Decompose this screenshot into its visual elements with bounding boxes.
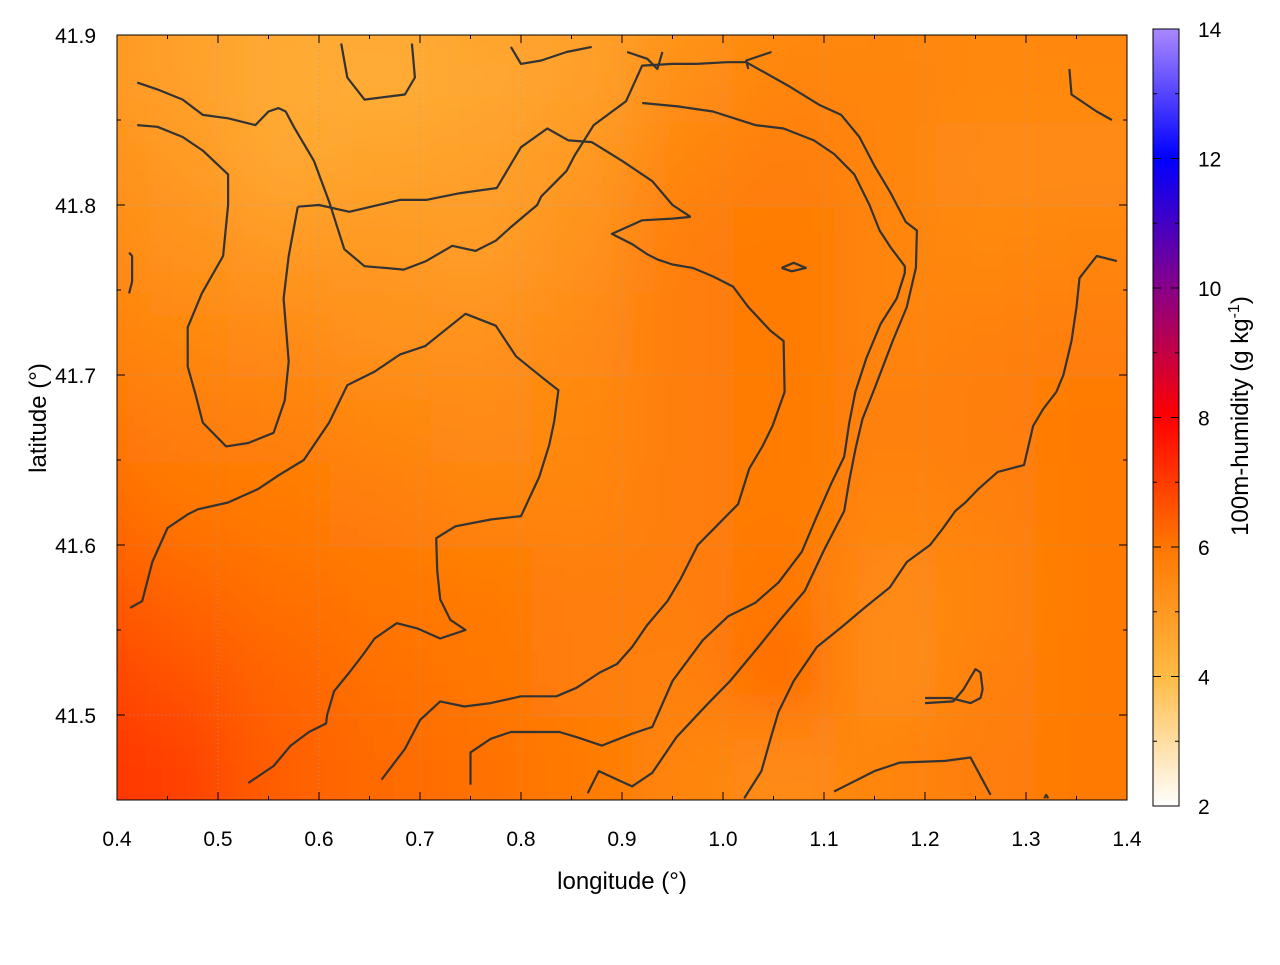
- contour-line: [626, 50, 664, 71]
- colorbar-label-main: 100m-humidity (g kg: [1227, 318, 1254, 535]
- x-tick-label: 0.9: [607, 828, 636, 851]
- x-tick-label: 0.5: [203, 828, 232, 851]
- contour-line: [924, 668, 984, 705]
- x-tick-label: 1.2: [910, 828, 939, 851]
- colorbar-label-end: ): [1227, 296, 1254, 304]
- contour-line: [297, 127, 692, 218]
- contour-line: [128, 251, 134, 294]
- contour-line: [1043, 793, 1050, 799]
- contour-line: [136, 61, 918, 794]
- contour-line: [1068, 68, 1113, 121]
- colorbar-label-sup: -1: [1226, 304, 1243, 318]
- colorbar-tick-label: 4: [1198, 667, 1210, 690]
- x-tick-label: 0.7: [405, 828, 434, 851]
- colorbar-tick-label: 14: [1198, 19, 1222, 42]
- contour-lines: [128, 43, 1118, 799]
- contour-line: [745, 50, 772, 70]
- colorbar-tick-label: 6: [1198, 537, 1210, 560]
- contour-line: [743, 254, 1118, 799]
- heatmap-cells: [117, 35, 1127, 800]
- x-tick-label: 1.3: [1011, 828, 1040, 851]
- x-axis-ticks: 0.4 0.5 0.6 0.7 0.8 0.9 1.0 1.1 1.2 1.3 1.4: [102, 35, 1142, 851]
- colorbar-tick-label: 12: [1198, 149, 1221, 172]
- contour-line: [137, 124, 299, 448]
- y-tick-label: 41.7: [55, 365, 96, 388]
- contour-line: [509, 45, 592, 65]
- heatmap-cell: [1036, 717, 1127, 800]
- x-tick-label: 0.6: [304, 828, 333, 851]
- y-tick-label: 41.8: [55, 195, 96, 218]
- colorbar: 2 4 6 8 10 12 14 100m-humidity (g kg-1): [1152, 19, 1254, 819]
- x-tick-label: 1.1: [809, 828, 838, 851]
- y-axis-ticks: 41.5 41.6 41.7 41.8 41.9: [55, 25, 1127, 801]
- contour-line: [380, 215, 786, 781]
- x-tick-label: 1.0: [708, 828, 737, 851]
- x-tick-label: 1.4: [1112, 828, 1142, 851]
- colorbar-tick-label: 2: [1198, 796, 1210, 819]
- grid-lines: [117, 35, 1127, 800]
- colorbar-ticks: 2 4 6 8 10 12 14: [1153, 19, 1222, 819]
- x-tick-label: 0.4: [102, 828, 132, 851]
- y-axis-label: latitude (°): [25, 363, 52, 473]
- colorbar-tick-label: 8: [1198, 408, 1210, 431]
- colorbar-tick-label: 10: [1198, 278, 1221, 301]
- heatmap-field: [117, 35, 1127, 800]
- colorbar-label: 100m-humidity (g kg-1): [1226, 296, 1254, 536]
- y-tick-label: 41.9: [55, 25, 96, 48]
- contour-line: [469, 101, 906, 785]
- contour-line: [833, 756, 992, 796]
- contour-line: [129, 312, 560, 784]
- contour-line: [781, 261, 807, 273]
- x-axis-label: longitude (°): [557, 868, 687, 895]
- y-tick-label: 41.5: [55, 705, 96, 728]
- x-tick-label: 0.8: [506, 828, 535, 851]
- contour-line: [340, 43, 416, 101]
- y-tick-label: 41.6: [55, 535, 96, 558]
